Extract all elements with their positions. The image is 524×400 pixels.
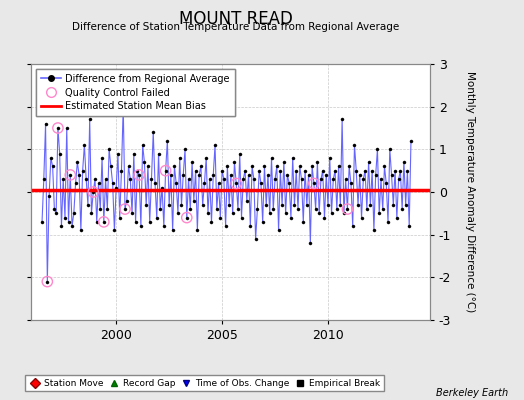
Text: Berkeley Earth: Berkeley Earth <box>436 388 508 398</box>
Y-axis label: Monthly Temperature Anomaly Difference (°C): Monthly Temperature Anomaly Difference (… <box>465 71 475 313</box>
Point <box>66 172 74 178</box>
Point <box>121 206 129 212</box>
Legend: Difference from Regional Average, Quality Control Failed, Estimated Station Mean: Difference from Regional Average, Qualit… <box>36 69 235 116</box>
Point <box>161 168 170 174</box>
Point <box>43 278 51 285</box>
Point <box>89 189 97 195</box>
Legend: Station Move, Record Gap, Time of Obs. Change, Empirical Break: Station Move, Record Gap, Time of Obs. C… <box>26 375 384 392</box>
Point <box>232 180 241 187</box>
Point <box>343 206 352 212</box>
Text: MOUNT READ: MOUNT READ <box>179 10 293 28</box>
Text: Difference of Station Temperature Data from Regional Average: Difference of Station Temperature Data f… <box>72 22 399 32</box>
Point <box>100 219 108 225</box>
Point <box>310 180 318 187</box>
Point <box>182 214 191 221</box>
Point <box>54 125 62 131</box>
Point <box>135 172 143 178</box>
